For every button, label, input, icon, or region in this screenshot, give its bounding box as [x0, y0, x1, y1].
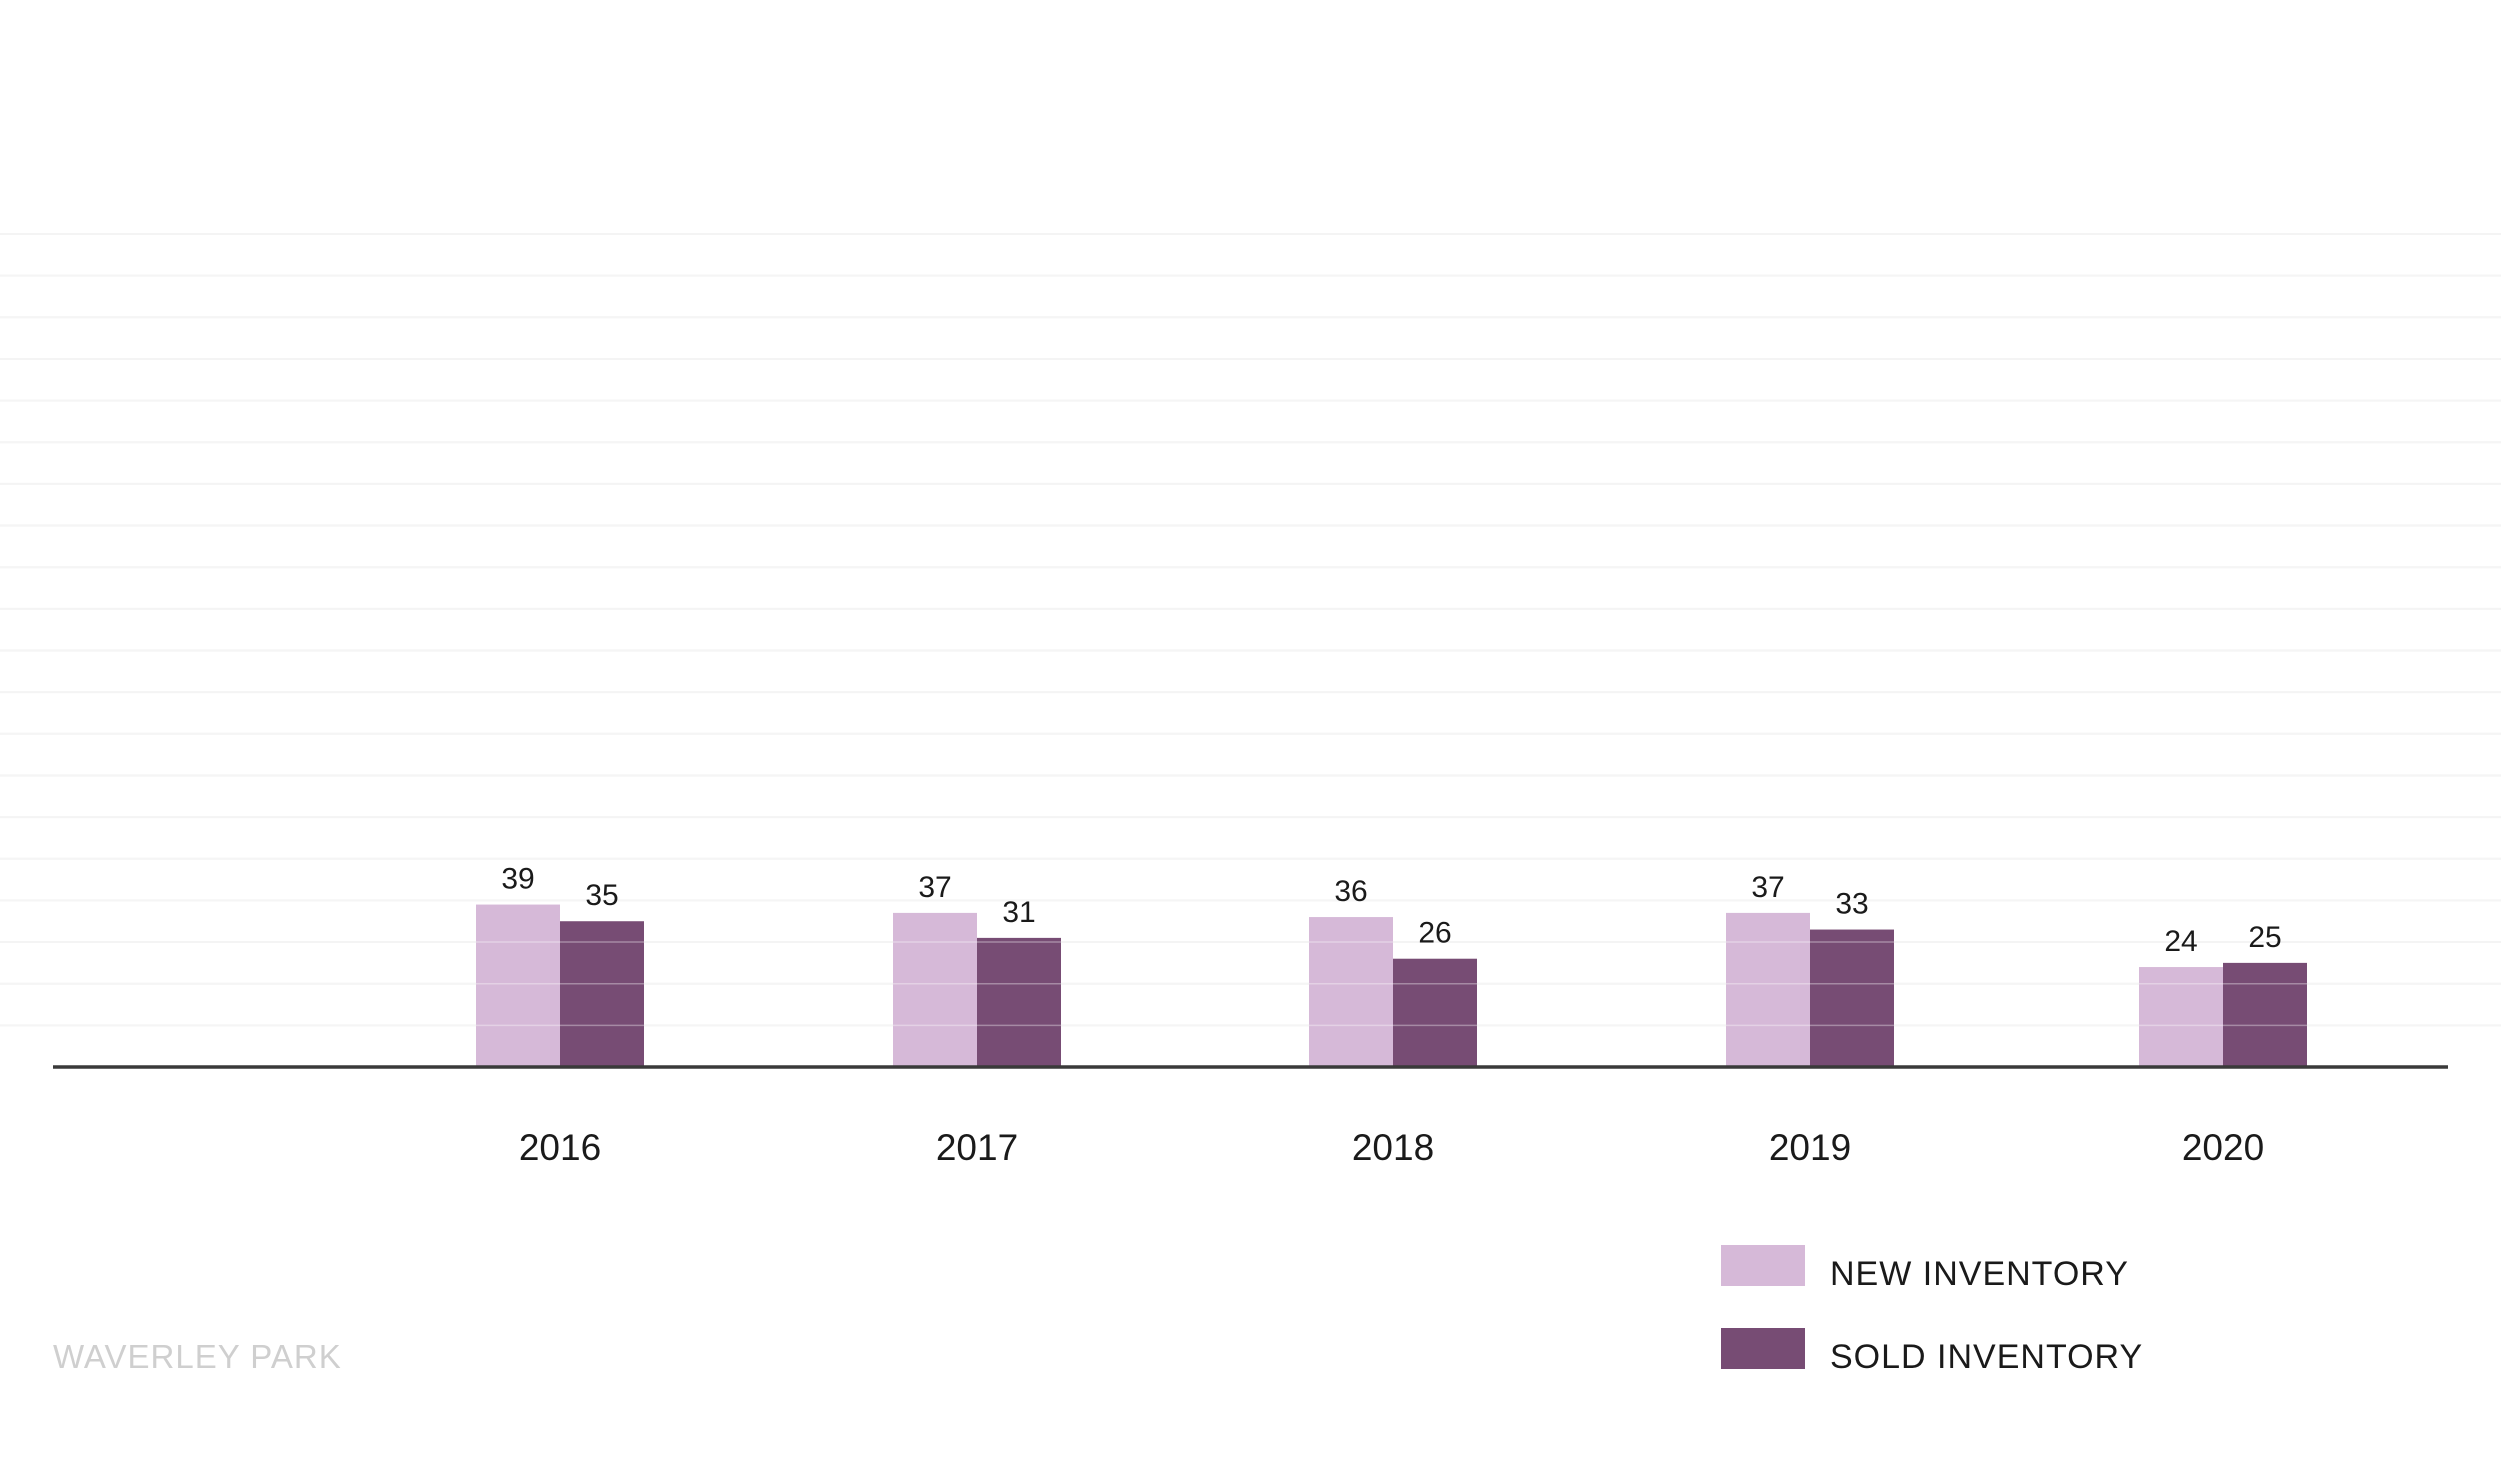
x-tick-label-2016: 2016	[519, 1127, 601, 1168]
data-label-new-inventory-2018: 36	[1334, 875, 1367, 908]
legend-swatch-new-inventory	[1721, 1245, 1805, 1286]
bar-new-inventory-2019	[1726, 912, 1810, 1067]
data-label-new-inventory-2017: 37	[918, 871, 951, 904]
bar-sold-inventory-2018	[1393, 958, 1477, 1067]
data-label-sold-inventory-2018: 26	[1418, 917, 1451, 950]
legend: NEW INVENTORY SOLD INVENTORY	[1721, 1245, 2143, 1376]
bar-new-inventory-2016	[476, 904, 560, 1067]
bar-new-inventory-2017	[893, 912, 977, 1067]
data-label-new-inventory-2019: 37	[1751, 871, 1784, 904]
data-label-new-inventory-2016: 39	[501, 863, 534, 896]
bar-sold-inventory-2017	[977, 937, 1061, 1067]
legend-label-sold-inventory: SOLD INVENTORY	[1830, 1338, 2143, 1376]
watermark-text: WAVERLEY PARK	[53, 1338, 342, 1375]
data-label-new-inventory-2020: 24	[2164, 925, 2197, 958]
bar-sold-inventory-2019	[1810, 929, 1894, 1067]
gridlines-overlay	[0, 233, 2501, 1027]
x-tick-label-2019: 2019	[1769, 1127, 1851, 1168]
x-tick-label-2020: 2020	[2182, 1127, 2264, 1168]
bar-new-inventory-2018	[1309, 917, 1393, 1067]
data-label-sold-inventory-2016: 35	[585, 879, 618, 912]
data-labels: 39 35 37 31 36 26 37 33 24 25	[501, 863, 2281, 958]
legend-item-new-inventory: NEW INVENTORY	[1721, 1245, 2129, 1293]
x-tick-label-2017: 2017	[936, 1127, 1018, 1168]
bars	[476, 904, 2307, 1067]
bar-sold-inventory-2016	[560, 921, 644, 1067]
bar-new-inventory-2020	[2139, 967, 2223, 1067]
data-label-sold-inventory-2020: 25	[2248, 921, 2281, 954]
legend-label-new-inventory: NEW INVENTORY	[1830, 1255, 2129, 1293]
legend-swatch-sold-inventory	[1721, 1328, 1805, 1369]
legend-item-sold-inventory: SOLD INVENTORY	[1721, 1328, 2143, 1376]
gridlines	[0, 233, 2501, 1027]
data-label-sold-inventory-2017: 31	[1002, 896, 1035, 929]
x-tick-label-2018: 2018	[1352, 1127, 1434, 1168]
x-axis-ticks: 2016 2017 2018 2019 2020	[519, 1127, 2264, 1168]
data-label-sold-inventory-2019: 33	[1835, 888, 1868, 921]
bar-sold-inventory-2020	[2223, 962, 2307, 1067]
